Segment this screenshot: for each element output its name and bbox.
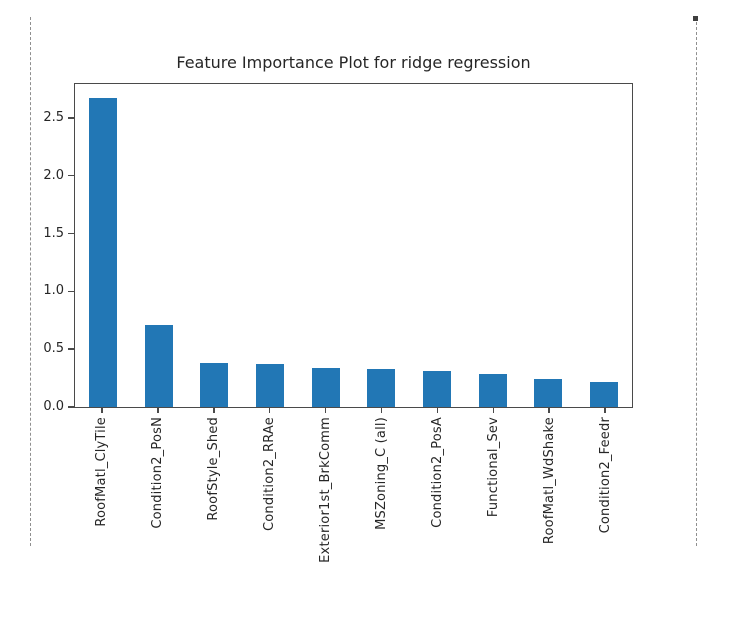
- bar: [534, 379, 563, 407]
- y-tick-label: 0.5: [43, 341, 64, 357]
- chart-title: Feature Importance Plot for ridge regres…: [176, 53, 531, 72]
- selection-border-left: [30, 17, 31, 546]
- y-tick-label: 1.5: [43, 225, 64, 241]
- x-tick-slot: Exterior1st_BrkComm: [298, 408, 354, 563]
- bars-container: [75, 84, 632, 407]
- y-tick-label: 0.0: [43, 399, 64, 414]
- x-tick-label: RoofStyle_Shed: [206, 417, 222, 521]
- bar: [367, 369, 396, 407]
- x-tick-label: RoofMatl_ClyTile: [94, 417, 110, 527]
- bar-slot: [75, 84, 131, 407]
- x-tick-label: Condition2_Feedr: [597, 417, 613, 534]
- bar: [478, 373, 507, 407]
- x-tick-label: RoofMatl_WdShake: [541, 417, 557, 545]
- plot-area: 0.0 0.5 1.0 1.5 2.0 2.5: [43, 83, 633, 414]
- x-tick: [213, 408, 215, 413]
- bar-slot: [521, 84, 577, 407]
- bar-slot: [298, 84, 354, 407]
- x-tick: [492, 408, 495, 413]
- y-tick-label: 2.5: [43, 109, 64, 125]
- bar: [255, 364, 284, 407]
- bar: [200, 363, 229, 407]
- selection-border-right: [696, 17, 697, 546]
- x-tick-slot: Functional_Sev: [465, 408, 521, 563]
- x-tick-label: MSZoning_C (all): [373, 417, 389, 530]
- x-axis: RoofMatl_ClyTile Condition2_PosN RoofStyle…: [74, 408, 633, 563]
- bar: [423, 371, 452, 407]
- x-tick: [436, 408, 439, 413]
- y-tick-label: 1.0: [43, 283, 64, 299]
- y-axis: 0.0 0.5 1.0 1.5 2.0 2.5: [43, 84, 632, 414]
- x-tick-slot: Condition2_RRAe: [242, 408, 298, 563]
- y-tick: [68, 290, 74, 293]
- x-tick-label: Condition2_PosN: [150, 417, 166, 529]
- x-tick-label: Condition2_RRAe: [262, 417, 278, 532]
- x-tick: [268, 408, 271, 413]
- x-tick-label: Exterior1st_BrkComm: [318, 417, 334, 563]
- bar: [144, 325, 173, 407]
- x-tick-slot: RoofMatl_WdShake: [521, 408, 577, 563]
- bar: [88, 97, 117, 407]
- bar-slot: [354, 84, 410, 407]
- x-tick: [324, 408, 327, 413]
- x-tick-slot: Condition2_Feedr: [577, 408, 633, 563]
- x-tick-slot: Condition2_PosA: [409, 408, 465, 563]
- bar-slot: [186, 84, 242, 407]
- x-tick: [157, 408, 159, 413]
- x-tick-label: Functional_Sev: [485, 417, 501, 518]
- bar-slot: [131, 84, 187, 407]
- y-tick: [68, 174, 74, 177]
- bar: [590, 381, 619, 407]
- bar-slot: [409, 84, 465, 407]
- bar-slot: [242, 84, 298, 407]
- bar: [311, 367, 340, 407]
- x-tick-slot: Condition2_PosN: [130, 408, 186, 563]
- bar-slot: [465, 84, 521, 407]
- y-tick: [68, 117, 74, 119]
- y-tick-label: 2.0: [43, 167, 64, 183]
- x-tick-slot: RoofMatl_ClyTile: [74, 408, 130, 563]
- x-tick-slot: RoofStyle_Shed: [186, 408, 242, 563]
- x-tick: [604, 408, 606, 413]
- selection-handle-icon: [693, 16, 698, 21]
- x-tick: [380, 408, 383, 413]
- y-tick: [68, 232, 74, 235]
- x-tick: [548, 408, 550, 413]
- y-tick: [68, 406, 74, 408]
- bar-slot: [576, 84, 632, 407]
- x-tick-slot: MSZoning_C (all): [354, 408, 410, 563]
- x-tick-label: Condition2_PosA: [429, 417, 445, 528]
- x-tick: [101, 408, 103, 413]
- y-tick: [68, 348, 74, 350]
